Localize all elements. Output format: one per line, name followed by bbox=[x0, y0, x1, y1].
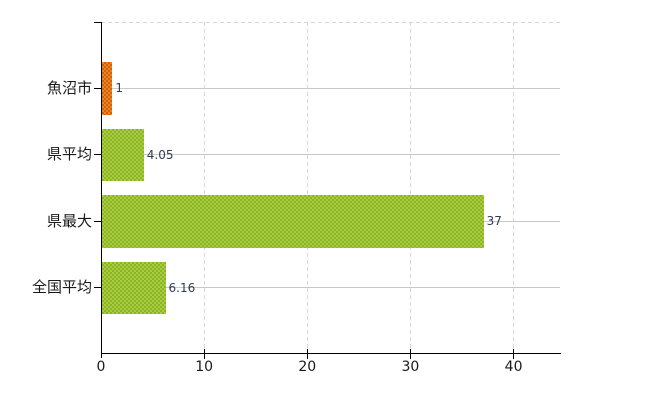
value-label: 37 bbox=[486, 214, 502, 229]
x-axis-tick bbox=[513, 349, 515, 359]
plot-area: 1 4.05 37 6.16 bbox=[94, 22, 560, 359]
bar-県平均 bbox=[102, 128, 144, 181]
gridline-vertical bbox=[306, 22, 308, 353]
x-tick-label: 0 bbox=[96, 359, 106, 375]
x-axis-tick bbox=[203, 349, 205, 359]
plot-top-border bbox=[101, 22, 560, 23]
x-tick-label: 40 bbox=[504, 359, 523, 375]
gridline-horizontal bbox=[101, 154, 560, 156]
bar-魚沼市 bbox=[102, 62, 113, 115]
category-tick bbox=[94, 154, 101, 156]
x-axis-line bbox=[101, 353, 561, 354]
gridline-vertical bbox=[513, 22, 515, 353]
category-label: 全国平均 bbox=[31, 278, 92, 297]
value-label: 1 bbox=[115, 81, 123, 96]
gridline-vertical bbox=[203, 22, 205, 353]
category-label: 魚沼市 bbox=[46, 78, 92, 97]
category-tick bbox=[94, 220, 101, 222]
x-tick-label: 30 bbox=[401, 359, 420, 375]
value-label: 6.16 bbox=[168, 280, 196, 295]
bar-全国平均 bbox=[102, 261, 166, 314]
category-tick bbox=[94, 287, 101, 289]
gridline-vertical bbox=[409, 22, 411, 353]
category-tick bbox=[94, 87, 101, 89]
gridline-horizontal bbox=[101, 287, 560, 289]
category-label: 県平均 bbox=[46, 145, 92, 164]
x-tick-label: 20 bbox=[298, 359, 317, 375]
y-axis-line bbox=[101, 22, 102, 358]
gridline-horizontal bbox=[101, 87, 560, 89]
x-axis-tick bbox=[409, 349, 411, 359]
x-axis-tick bbox=[306, 349, 308, 359]
bar-県最大 bbox=[102, 195, 484, 248]
category-label: 県最大 bbox=[46, 211, 92, 230]
y-axis-top-tick bbox=[94, 22, 101, 23]
x-tick-label: 10 bbox=[195, 359, 214, 375]
value-label: 4.05 bbox=[146, 147, 174, 162]
